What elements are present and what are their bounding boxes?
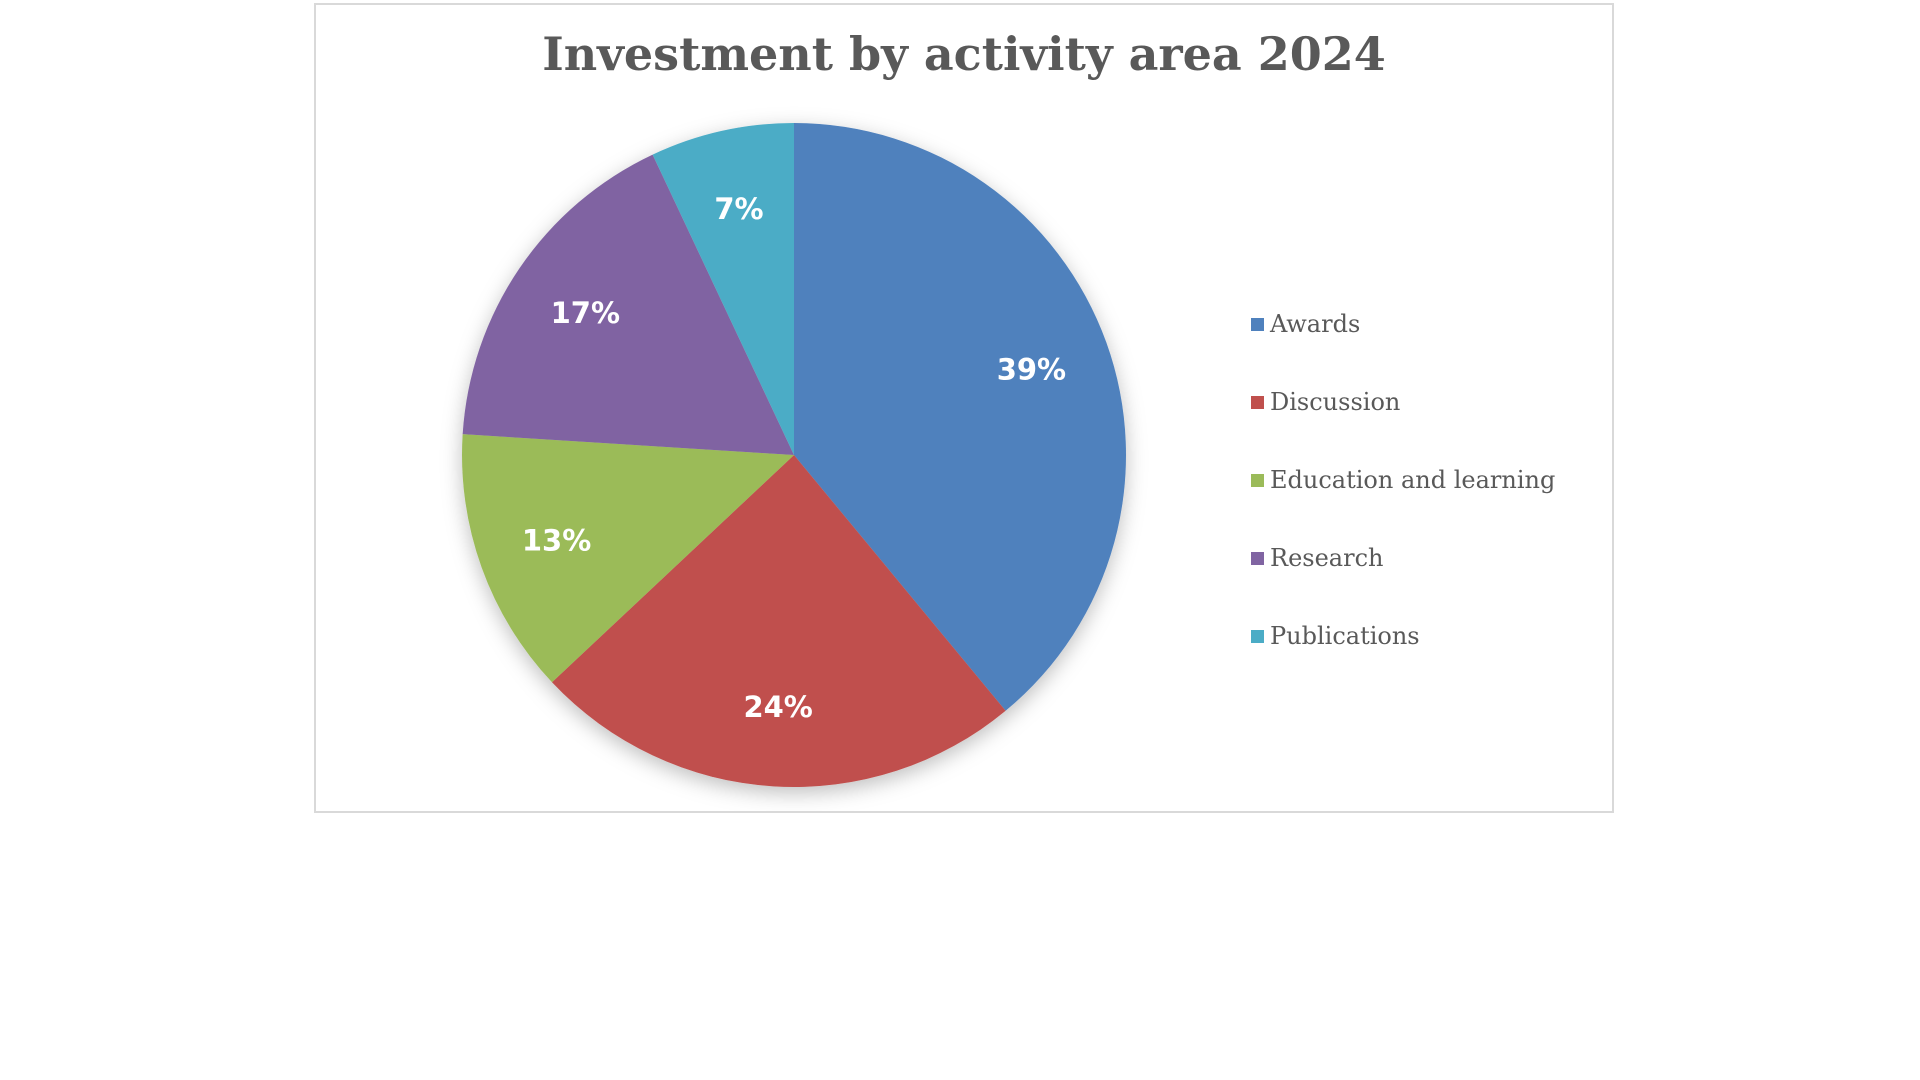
legend-swatch	[1251, 395, 1264, 409]
pie-slice-awards	[794, 123, 1126, 711]
legend-label: Education and learning	[1270, 466, 1556, 494]
legend-label: Awards	[1270, 310, 1361, 338]
pie-slice-publications	[652, 123, 794, 455]
legend-swatch	[1251, 551, 1264, 565]
pie-slice-discussion	[551, 455, 1006, 787]
legend-label: Research	[1270, 544, 1384, 572]
data-label: 24%	[743, 690, 812, 724]
legend-swatch	[1251, 317, 1264, 331]
legend-swatch	[1251, 473, 1264, 487]
data-label: 39%	[997, 353, 1066, 387]
legend-item: Publications	[1251, 597, 1555, 675]
chart-legend: Awards Discussion Education and learning Re…	[1251, 285, 1555, 675]
chart-container: Investment by activity area 2024 39% 24% 1…	[314, 3, 1614, 813]
data-label: 17%	[551, 296, 620, 330]
pie-slice-education-and-learning	[462, 434, 794, 683]
legend-item: Education and learning	[1251, 441, 1555, 519]
legend-item: Awards	[1251, 285, 1555, 363]
data-label: 7%	[714, 192, 763, 226]
legend-item: Research	[1251, 519, 1555, 597]
legend-swatch	[1251, 629, 1264, 643]
chart-title: Investment by activity area 2024	[542, 27, 1386, 81]
pie-slice-research	[462, 154, 794, 455]
legend-label: Publications	[1270, 622, 1420, 650]
legend-label: Discussion	[1270, 388, 1401, 416]
legend-item: Discussion	[1251, 363, 1555, 441]
data-label: 13%	[522, 523, 591, 557]
pie-chart: 39% 24% 13% 17% 7%	[462, 123, 1126, 787]
